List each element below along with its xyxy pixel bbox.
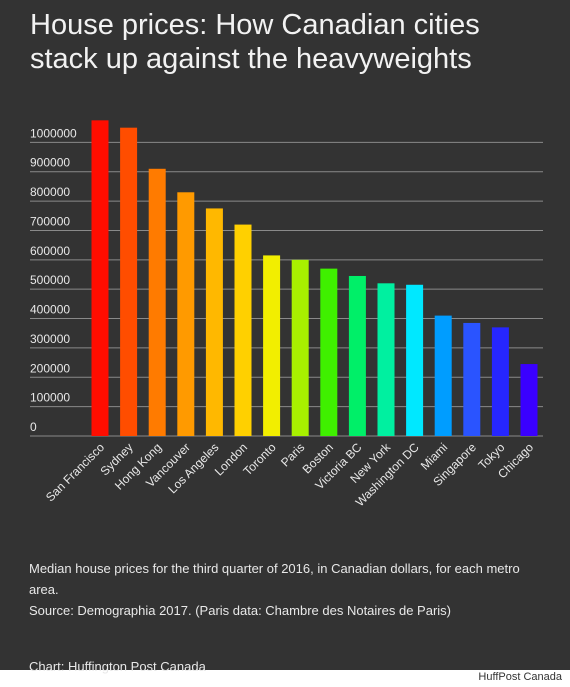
y-tick-label: 800000 [30,185,70,199]
chart-description: Median house prices for the third quarte… [29,561,520,597]
bar [377,283,395,436]
bar [406,284,424,436]
y-tick-label: 700000 [30,214,70,228]
y-tick-label: 400000 [30,303,70,317]
chart-source: Source: Demographia 2017. (Paris data: C… [29,603,451,618]
y-tick-label: 500000 [30,273,70,287]
bar [148,168,166,437]
bars [91,120,538,437]
bar [491,327,509,436]
bar [120,127,138,436]
bar [263,255,281,436]
bar [520,364,538,436]
y-tick-label: 200000 [30,361,70,375]
y-tick-label: 600000 [30,244,70,258]
y-tick-label: 900000 [30,156,70,170]
x-tick-label: San Francisco [43,440,107,504]
watermark: HuffPost Canada [478,671,562,683]
y-tick-label: 100000 [30,391,70,405]
x-tick-label: Toronto [241,440,279,478]
bar [320,268,338,436]
grid-lines [30,141,543,437]
bar [91,120,109,436]
bar [463,322,481,436]
bar [291,259,309,436]
y-tick-label: 1000000 [30,126,77,140]
y-tick-label: 300000 [30,332,70,346]
bar [434,315,452,436]
bar [177,192,195,436]
bar [348,275,366,436]
bar-chart: 0 100000 200000 300000 400000 500000 600000 700… [30,120,543,510]
chart-credit: Chart: Huffington Post Canada [29,659,206,674]
chart-title: House prices: How Canadian cities stack … [30,9,480,75]
bar [234,224,252,436]
y-axis-ticks: 0 100000 200000 300000 400000 500000 600000 700… [30,126,77,434]
y-tick-label: 0 [30,420,37,434]
bar [205,208,223,436]
